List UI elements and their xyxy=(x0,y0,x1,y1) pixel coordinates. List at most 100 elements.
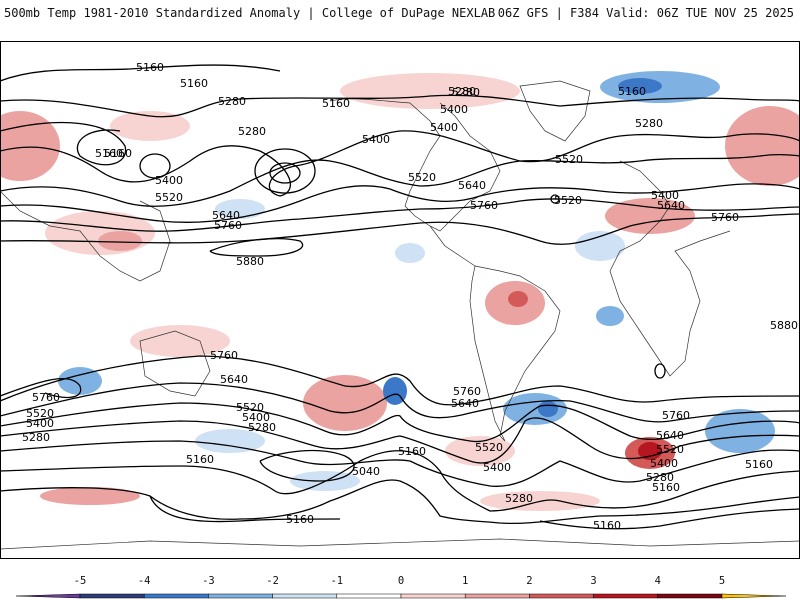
warm-anomaly-shade xyxy=(303,375,387,431)
height-contours xyxy=(0,64,800,530)
contour-label: 5640 xyxy=(451,397,479,410)
contour-label: 5520 xyxy=(236,401,264,414)
contour-label: 5520 xyxy=(155,191,183,204)
contour-label: 5280 xyxy=(248,421,276,434)
contour-label: 5760 xyxy=(662,409,690,422)
warm-anomaly-shade xyxy=(45,211,155,255)
closed-highs xyxy=(139,148,666,379)
contour-line xyxy=(0,154,800,207)
contour-label: 5160 xyxy=(745,458,773,471)
contour-line xyxy=(0,417,800,464)
contour-label: 5280 xyxy=(448,85,476,98)
colorbar-end-low xyxy=(15,593,81,599)
contour-line xyxy=(0,130,800,197)
colorbar-segment xyxy=(400,593,466,599)
contour-labels: 5160 5160 5160 5280 5280 5160 5280 5400 … xyxy=(22,61,798,532)
cold-anomaly-shade xyxy=(596,306,624,326)
warm-anomaly-shade xyxy=(130,325,230,357)
colorbar-tick-label: 1 xyxy=(462,575,469,587)
warm-anomaly-shade xyxy=(340,73,520,109)
contour-label: 5040 xyxy=(352,465,380,478)
contour-low-center xyxy=(139,153,171,179)
cold-anomaly-shade xyxy=(215,199,265,219)
contour-line xyxy=(0,64,281,82)
contour-line xyxy=(0,440,800,487)
colorbar-segment xyxy=(143,593,209,599)
contour-label: 5160 xyxy=(652,481,680,494)
contour-line xyxy=(209,238,304,257)
colorbar-segments xyxy=(15,593,787,599)
colorbar-segment xyxy=(657,593,723,599)
contour-label: 5640 xyxy=(212,209,240,222)
contour-label: 5760 xyxy=(32,391,60,404)
contour-label: 5520 xyxy=(26,407,54,420)
contour-label: 5400 xyxy=(440,103,468,116)
contour-label: 5160 xyxy=(618,85,646,98)
contour-line xyxy=(0,355,800,406)
coastline-north-america xyxy=(329,98,501,232)
warm-anomaly-shade xyxy=(638,442,662,460)
colorbar-tick-label: 4 xyxy=(654,575,661,587)
warm-anomaly-shade xyxy=(110,111,190,141)
contour-line xyxy=(0,122,127,166)
contour-high-center xyxy=(654,363,666,379)
contour-label: 5880 xyxy=(236,255,264,268)
coastline-europe-africa xyxy=(609,160,731,377)
colorbar-segment xyxy=(79,593,145,599)
contour-line xyxy=(0,450,800,512)
colorbar-tick-label: 2 xyxy=(526,575,533,587)
contour-label: 5640 xyxy=(458,179,486,192)
contour-label: 5280 xyxy=(22,431,50,444)
coastlines xyxy=(0,80,800,550)
contour-line xyxy=(0,402,800,443)
anomaly-map: 5160 5160 5160 5280 5280 5160 5280 5400 … xyxy=(0,41,800,559)
contour-label: 5640 xyxy=(220,373,248,386)
colorbar-segment xyxy=(208,593,273,599)
contour-label: 5520 xyxy=(408,171,436,184)
contour-line xyxy=(0,213,800,245)
colorbar-tick-label: -1 xyxy=(330,575,344,587)
colorbar-segment xyxy=(593,593,659,599)
warm-anomaly-shade xyxy=(725,106,800,186)
cold-anomaly-shade xyxy=(58,367,102,395)
contour-label: 5400 xyxy=(650,457,678,470)
cold-anomaly-shade xyxy=(575,231,625,261)
coastline-south-america xyxy=(469,265,561,442)
contour-line xyxy=(0,183,800,223)
contour-label: 5520 xyxy=(554,194,582,207)
contour-label: 5160 xyxy=(136,61,164,74)
contour-line xyxy=(0,382,800,423)
contour-label: 5400 xyxy=(155,174,183,187)
coastline-antarctica xyxy=(0,538,800,550)
contour-low-center xyxy=(254,148,316,194)
colorbar-tick-label: -5 xyxy=(73,575,87,587)
colorbar-tick-label: -3 xyxy=(202,575,215,587)
colorbar-tick-label: 0 xyxy=(397,575,405,587)
contour-label: 5760 xyxy=(711,211,739,224)
contour-label: 5280 xyxy=(646,471,674,484)
contour-label: 5760 xyxy=(470,199,498,212)
colorbar-tick-label: -4 xyxy=(137,575,151,587)
colorbar-end-high xyxy=(721,593,787,599)
contour-line xyxy=(539,508,800,530)
colorbar-tick-label: -2 xyxy=(266,575,279,587)
warm-anomaly-shade xyxy=(508,291,528,307)
contour-line xyxy=(0,198,800,232)
contour-label: 5400 xyxy=(651,189,679,202)
contour-label: 5160 xyxy=(95,147,123,160)
colorbar xyxy=(15,593,787,599)
run-info: 06Z GFS | F384 Valid: 06Z TUE NOV 25 202… xyxy=(497,6,794,20)
contour-line xyxy=(149,495,341,523)
contour-label: 5280 xyxy=(635,117,663,130)
chart-title: 500mb Temp 1981-2010 Standardized Anomal… xyxy=(4,6,496,20)
contour-label: 5280 xyxy=(452,86,480,99)
colorbar-segment xyxy=(336,593,402,599)
colorbar-segment xyxy=(529,593,594,599)
contour-label: 5400 xyxy=(362,133,390,146)
contour-label: 5160 xyxy=(322,97,350,110)
contour-label: 5160 xyxy=(104,147,132,160)
cold-anomaly-shade xyxy=(618,78,662,94)
contour-label: 5760 xyxy=(453,385,481,398)
colorbar-tick-label: 5 xyxy=(718,575,726,587)
contour-line xyxy=(0,479,800,525)
